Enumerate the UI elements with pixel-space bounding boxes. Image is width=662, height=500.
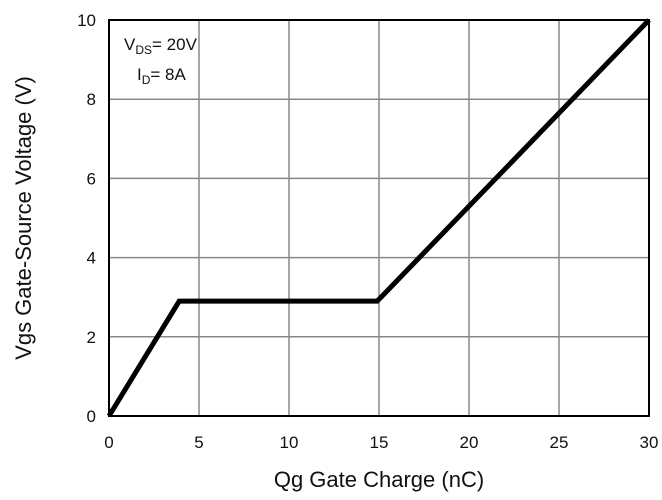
x-tick-label: 30 <box>640 433 659 452</box>
series-line <box>106 18 651 418</box>
x-tick-label: 20 <box>460 433 479 452</box>
vds-annotation: VDS= 20V <box>124 35 198 57</box>
x-tick-label: 0 <box>104 433 113 452</box>
y-tick-label: 4 <box>87 249 96 268</box>
y-tick-labels: 0 2 4 6 8 10 <box>77 11 96 426</box>
x-tick-labels: 0 5 10 15 20 25 30 <box>104 433 658 452</box>
grid-lines <box>108 19 650 417</box>
id-annotation: ID= 8A <box>137 65 187 87</box>
y-tick-label: 6 <box>87 169 96 188</box>
x-axis-title: Qg Gate Charge (nC) <box>274 467 484 492</box>
y-axis-title: Vgs Gate-Source Voltage (V) <box>11 76 36 360</box>
x-tick-label: 25 <box>550 433 569 452</box>
series-group <box>106 18 651 418</box>
y-tick-label: 2 <box>87 328 96 347</box>
x-tick-label: 5 <box>194 433 203 452</box>
plot-frame <box>108 19 650 417</box>
y-tick-label: 0 <box>87 407 96 426</box>
y-tick-label: 8 <box>87 90 96 109</box>
x-tick-label: 15 <box>370 433 389 452</box>
x-tick-label: 10 <box>280 433 299 452</box>
annotation-box: VDS= 20V ID= 8A <box>124 35 198 87</box>
y-tick-label: 10 <box>77 11 96 30</box>
